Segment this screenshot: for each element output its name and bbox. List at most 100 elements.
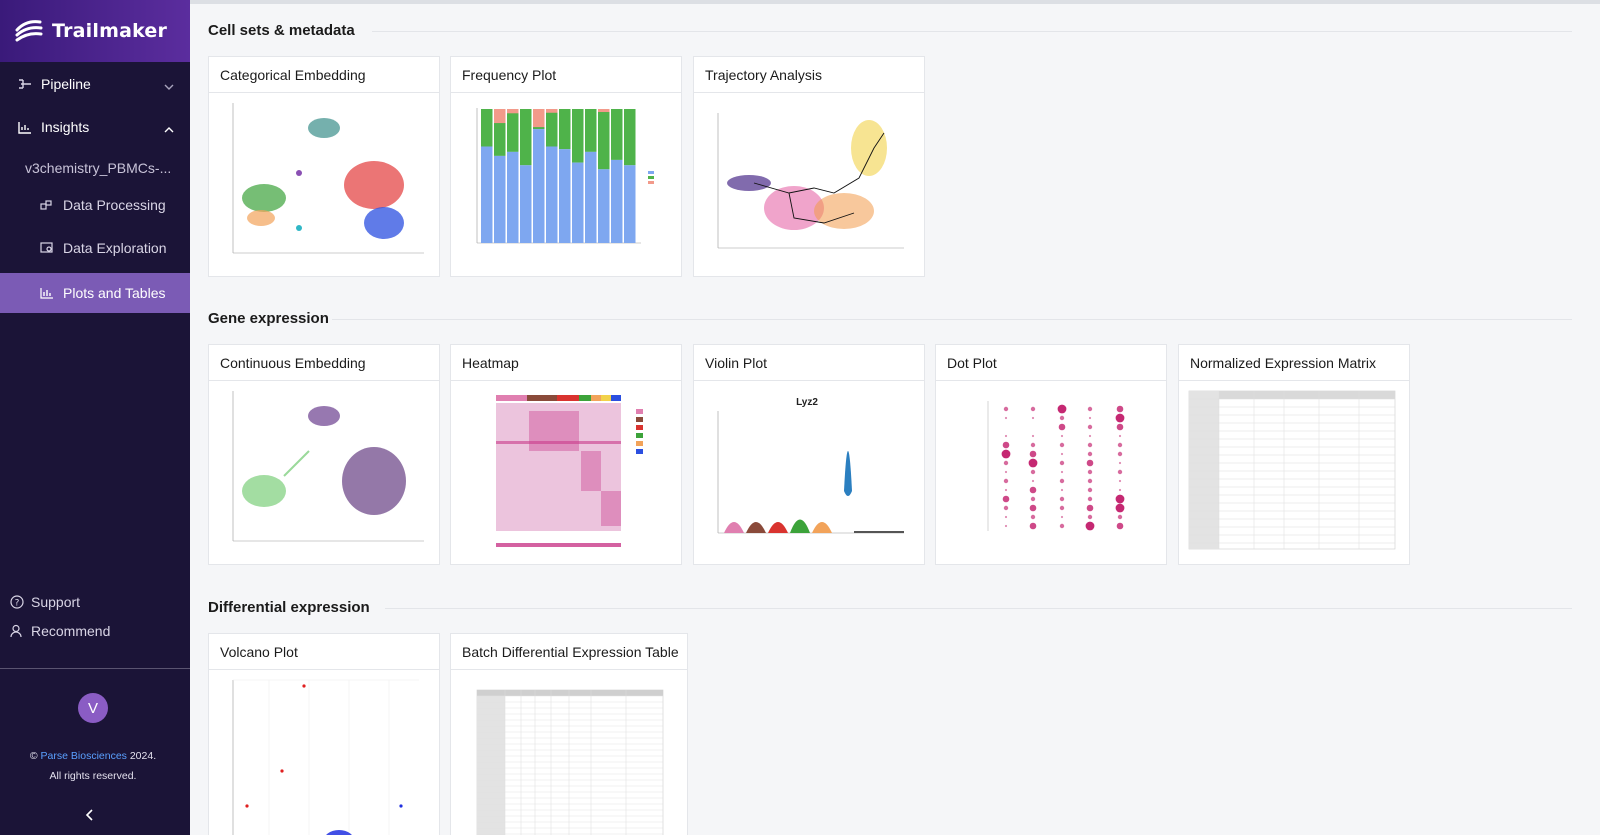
card-title: Heatmap	[451, 345, 681, 381]
copyright-year: 2024.	[129, 750, 157, 762]
dot-plot-dot	[1059, 415, 1065, 421]
sidebar-item-data-processing[interactable]: Data Processing	[0, 185, 190, 225]
freq-bar-blue	[572, 162, 584, 243]
card-categorical-embedding[interactable]: Categorical Embedding	[208, 56, 440, 277]
card-title: Normalized Expression Matrix	[1179, 345, 1409, 381]
card-violin-plot[interactable]: Violin Plot Lyz2	[693, 344, 925, 565]
dot-plot-dot	[1087, 469, 1093, 475]
dot-plot-dot	[1115, 503, 1125, 513]
freq-bar-green	[585, 109, 597, 152]
nav-pipeline-label: Pipeline	[41, 76, 91, 92]
dot-plot-dot	[1030, 406, 1036, 412]
dot-plot-dot	[1087, 496, 1093, 502]
support-label: Support	[31, 594, 81, 610]
dot-plot-dot	[1118, 434, 1122, 438]
section-title-cell-sets: Cell sets & metadata	[208, 22, 355, 39]
dot-plot-dot	[1116, 423, 1124, 431]
card-batch-differential-expression-table[interactable]: Batch Differential Expression Table	[450, 633, 688, 835]
dot-plot-dot	[1003, 505, 1009, 511]
dot-plot-thumbnail	[936, 381, 1166, 564]
dot-plot-dot	[1060, 452, 1064, 456]
insights-icon	[18, 120, 32, 134]
dot-plot-dot	[1057, 404, 1067, 414]
freq-bar-green	[520, 109, 532, 166]
dot-plot-dot	[1087, 487, 1093, 493]
frequency-plot-thumbnail	[451, 93, 681, 276]
project-name[interactable]: v3chemistry_PBMCs-...	[25, 160, 172, 176]
brand-header[interactable]: Trailmaker	[0, 0, 190, 62]
dot-plot-dot	[1116, 522, 1124, 530]
freq-bar-blue	[546, 146, 558, 243]
nav-pipeline[interactable]: Pipeline	[0, 64, 190, 104]
dot-plot-dot	[1004, 524, 1008, 528]
dot-plot-dot	[1087, 451, 1093, 457]
freq-bar-green	[624, 109, 636, 166]
card-title: Categorical Embedding	[209, 57, 439, 93]
recommend-link[interactable]: Recommend	[10, 623, 110, 639]
section-divider	[372, 31, 1572, 32]
dot-plot-dot	[1060, 434, 1064, 438]
dot-plot-dot	[1087, 478, 1093, 484]
dot-plot-dot	[1060, 515, 1064, 519]
freq-bar-pink	[546, 109, 558, 113]
dot-plot-dot	[1028, 458, 1038, 468]
card-trajectory-analysis[interactable]: Trajectory Analysis	[693, 56, 925, 277]
copyright-symbol: ©	[29, 750, 38, 762]
dot-plot-dot	[1088, 434, 1092, 438]
section-title-differential-expression: Differential expression	[208, 599, 370, 616]
dot-plot-dot	[1002, 441, 1010, 449]
top-bar	[190, 0, 1600, 4]
card-normalized-expression-matrix[interactable]: Normalized Expression Matrix	[1178, 344, 1410, 565]
support-link[interactable]: ? Support	[10, 594, 80, 610]
dot-plot-dot	[1001, 449, 1011, 459]
bar-chart-icon	[40, 286, 54, 300]
dot-plot-dot	[1117, 469, 1123, 475]
nav-insights-label: Insights	[41, 119, 90, 135]
card-dot-plot[interactable]: Dot Plot	[935, 344, 1167, 565]
dot-plot-dot	[1004, 416, 1008, 420]
dot-plot-dot	[1030, 469, 1036, 475]
card-title: Frequency Plot	[451, 57, 681, 93]
dot-plot-dot	[1060, 470, 1064, 474]
parse-biosciences-link[interactable]: Parse Biosciences	[40, 750, 127, 762]
dot-plot-dot	[1115, 494, 1125, 504]
collapse-sidebar-icon[interactable]	[85, 808, 95, 826]
freq-bar-blue	[585, 151, 597, 243]
freq-bar-pink	[507, 109, 519, 114]
volcano-plot-thumbnail	[209, 670, 439, 835]
dot-plot-dot	[1002, 495, 1010, 503]
dot-plot-dot	[1087, 514, 1093, 520]
section-title-gene-expression: Gene expression	[208, 310, 329, 327]
sidebar-item-data-exploration[interactable]: Data Exploration	[0, 228, 190, 268]
card-title: Violin Plot	[694, 345, 924, 381]
chevron-down-icon	[164, 78, 174, 94]
freq-bar-blue	[533, 129, 545, 243]
dot-plot-dot	[1004, 434, 1008, 438]
dot-plot-dot	[1031, 434, 1035, 438]
card-continuous-embedding[interactable]: Continuous Embedding	[208, 344, 440, 565]
nav-insights[interactable]: Insights	[0, 107, 190, 147]
user-add-icon	[10, 624, 24, 638]
freq-bar-pink	[598, 109, 610, 113]
dot-plot-dot	[1003, 478, 1009, 484]
freq-bar-blue	[611, 159, 623, 243]
freq-bar-blue	[481, 146, 493, 243]
trajectory-analysis-thumbnail	[694, 93, 924, 276]
freq-bar-green	[507, 109, 519, 152]
dot-plot-dot	[1118, 488, 1122, 492]
card-heatmap[interactable]: Heatmap	[450, 344, 682, 565]
freq-bar-blue	[624, 165, 636, 243]
sidebar-item-plots-and-tables[interactable]: Plots and Tables	[0, 273, 190, 313]
card-frequency-plot[interactable]: Frequency Plot	[450, 56, 682, 277]
card-volcano-plot[interactable]: Volcano Plot	[208, 633, 440, 835]
freq-bar-pink	[533, 109, 545, 128]
avatar[interactable]: V	[78, 693, 108, 723]
sidebar-item-label: Data Processing	[63, 197, 166, 213]
dot-plot-dot	[1087, 442, 1093, 448]
freq-bar-pink	[494, 109, 506, 124]
dot-plot-dot	[1059, 478, 1065, 484]
card-title: Dot Plot	[936, 345, 1166, 381]
sidebar-divider	[0, 668, 190, 669]
recommend-label: Recommend	[31, 623, 111, 639]
freq-bar-green	[572, 109, 584, 163]
